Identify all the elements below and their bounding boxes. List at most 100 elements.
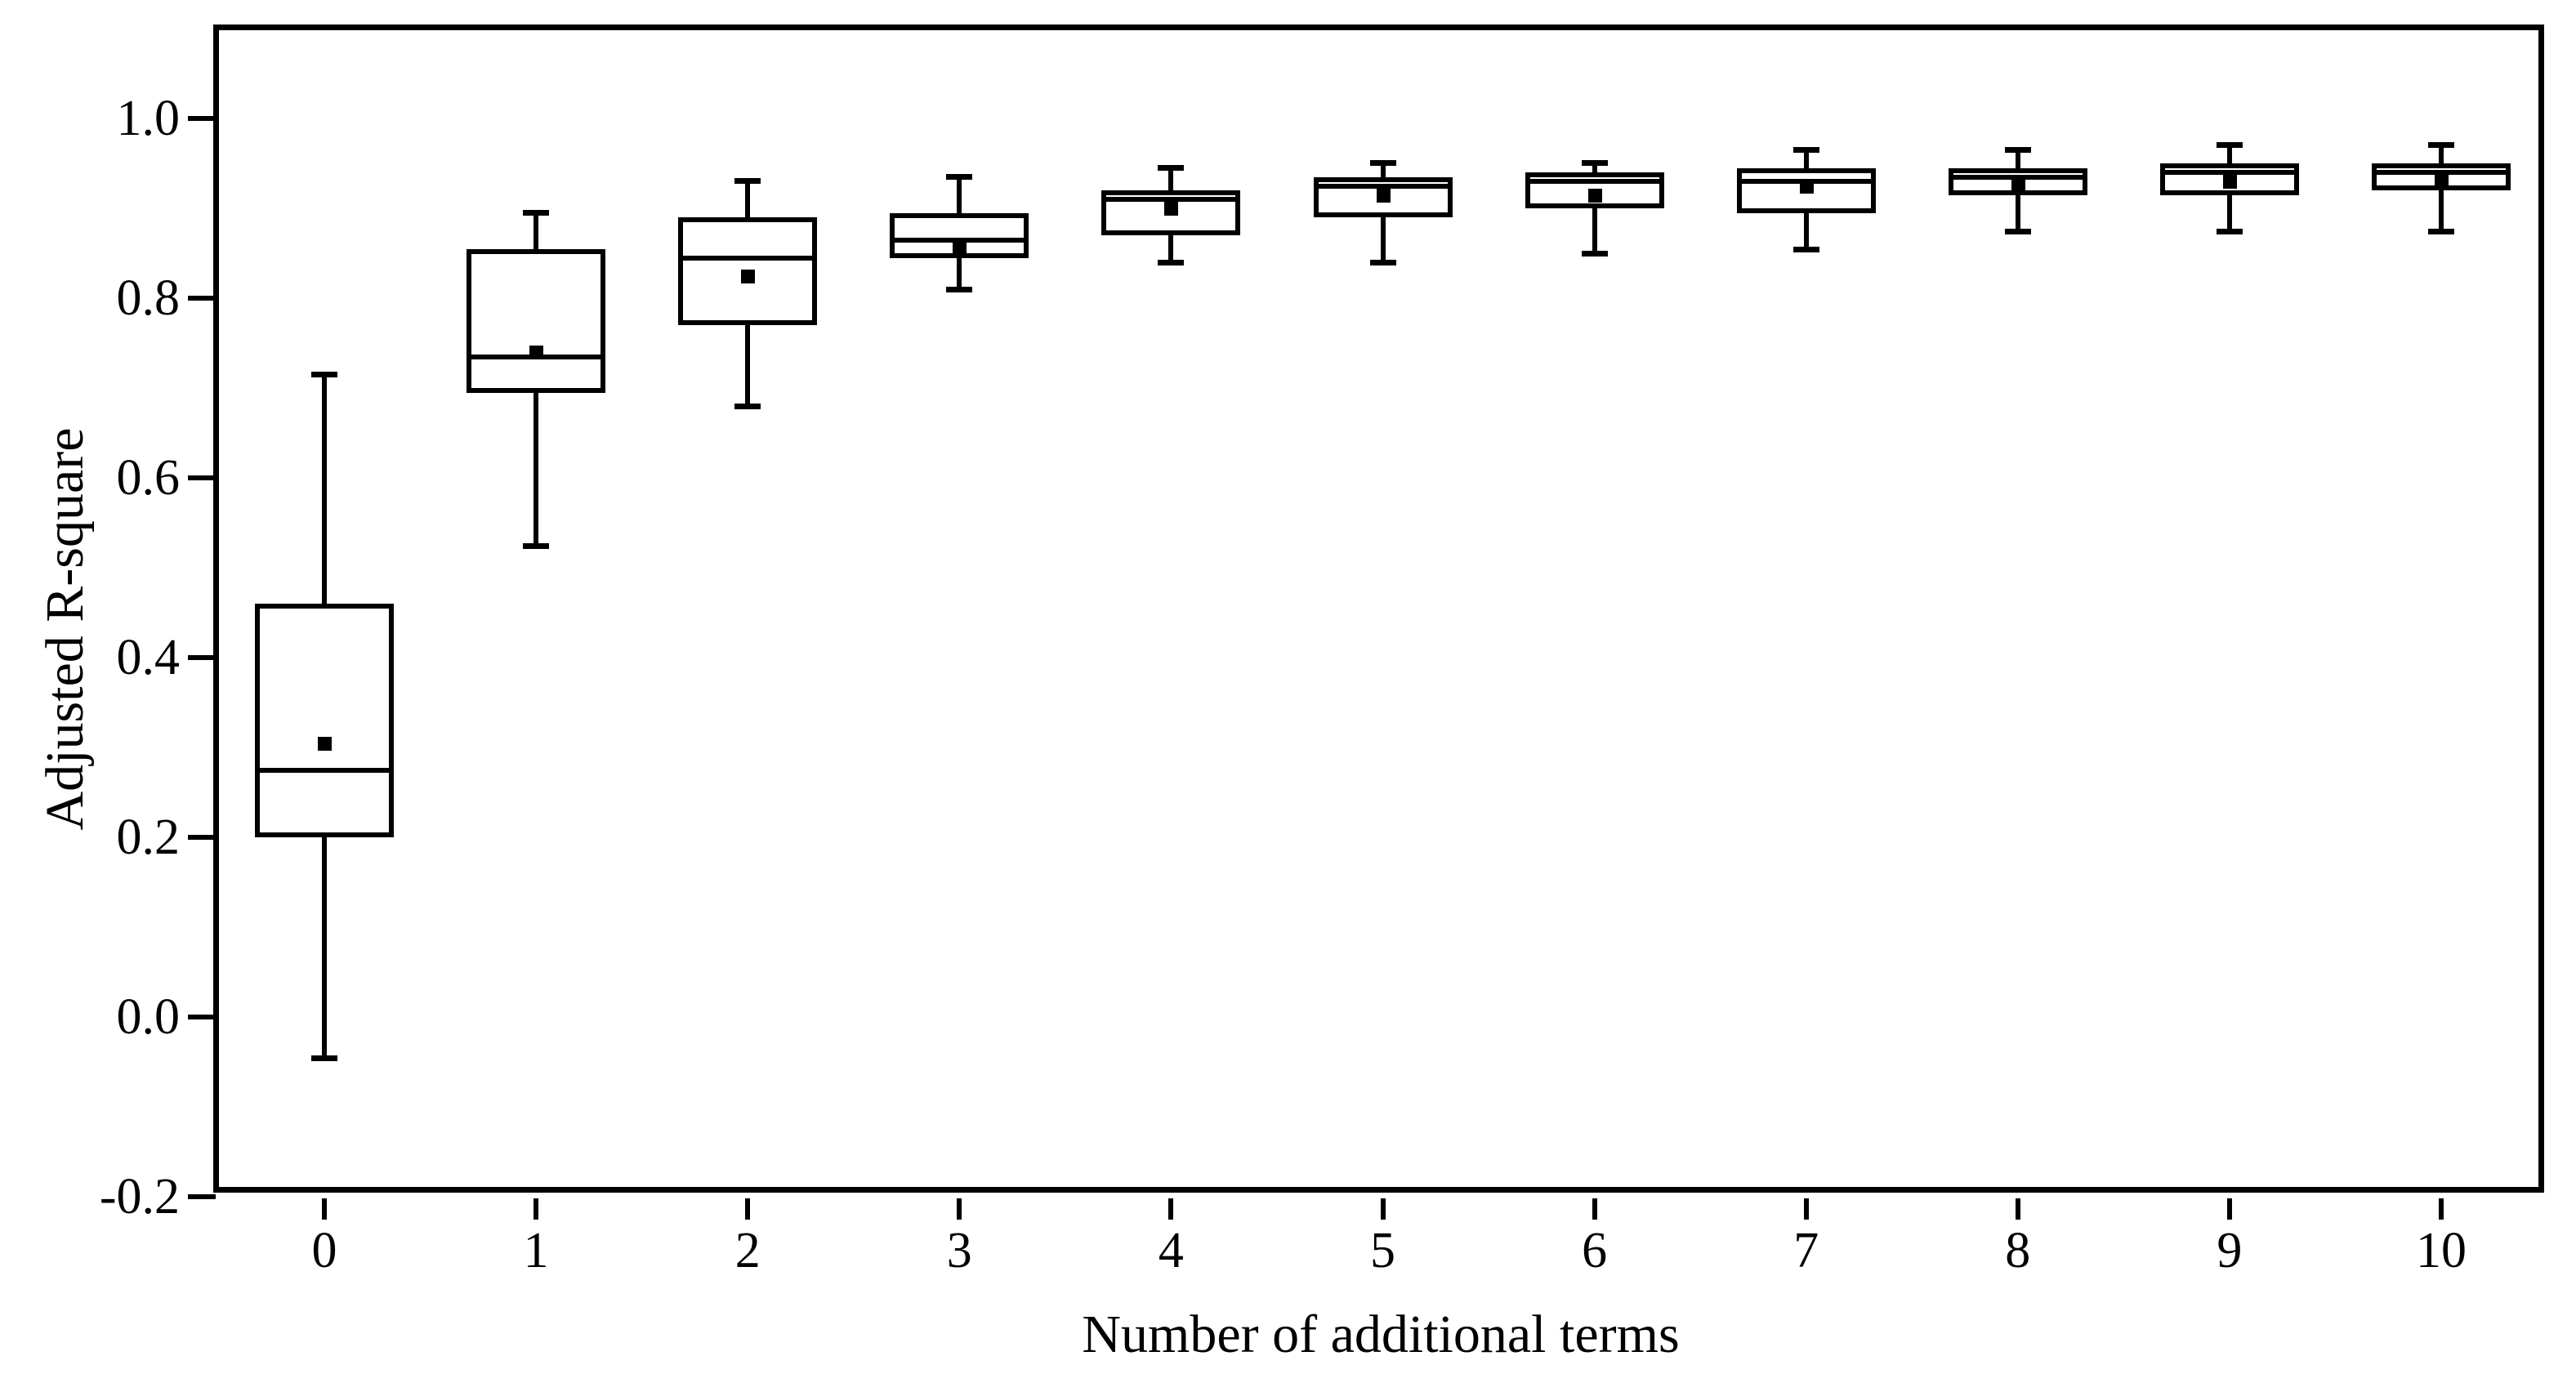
x-axis-tick-label: 7 — [1793, 1223, 1819, 1278]
x-axis-tick — [1380, 1198, 1386, 1220]
x-axis-tick-label: 9 — [2217, 1223, 2243, 1278]
x-axis-title: Number of additional terms — [1082, 1305, 1680, 1364]
upper-whisker-0 — [322, 374, 327, 604]
upper-whisker-cap-4 — [1158, 164, 1185, 171]
lower-whisker-8 — [2015, 194, 2020, 231]
median-line-4 — [1101, 197, 1241, 202]
lower-whisker-cap-10 — [2428, 228, 2454, 234]
upper-whisker-10 — [2439, 145, 2444, 163]
x-axis-tick-label: 1 — [523, 1223, 549, 1278]
y-axis-tick-label: 0.0 — [116, 989, 181, 1045]
x-axis-tick-label: 5 — [1370, 1223, 1395, 1278]
y-axis-tick-label: 0.4 — [116, 630, 181, 685]
x-axis-tick-label: 2 — [734, 1223, 761, 1278]
mean-marker-4 — [1164, 202, 1179, 216]
mean-marker-5 — [1376, 188, 1391, 203]
lower-whisker-1 — [534, 392, 539, 546]
x-axis-tick — [2015, 1198, 2020, 1220]
median-line-10 — [2372, 170, 2511, 175]
iqr-box-7 — [1736, 167, 1876, 213]
upper-whisker-cap-8 — [2004, 146, 2031, 153]
y-axis-tick-label: 0.6 — [116, 450, 181, 506]
lower-whisker-cap-1 — [523, 542, 550, 549]
y-axis-tick-label: 1.0 — [116, 91, 181, 146]
upper-whisker-cap-5 — [1369, 160, 1396, 166]
y-axis-tick — [188, 296, 216, 301]
y-axis-tick — [188, 1015, 216, 1019]
upper-whisker-cap-1 — [523, 209, 550, 216]
mean-marker-6 — [1587, 188, 1602, 203]
y-axis-tick — [188, 655, 216, 660]
x-axis-tick — [745, 1198, 751, 1220]
lower-whisker-3 — [957, 257, 962, 289]
lower-whisker-cap-8 — [2004, 228, 2031, 234]
upper-whisker-cap-3 — [946, 173, 973, 180]
y-axis-tick-label: 0.8 — [116, 270, 181, 326]
x-axis-tick-label: 6 — [1582, 1223, 1608, 1278]
lower-whisker-9 — [2226, 194, 2232, 231]
mean-marker-3 — [953, 242, 967, 257]
x-axis-tick-label: 3 — [946, 1223, 972, 1278]
upper-whisker-cap-7 — [1792, 146, 1819, 153]
lower-whisker-0 — [322, 837, 327, 1058]
y-axis-tick — [188, 1194, 216, 1199]
x-axis-tick — [2226, 1198, 2232, 1220]
mean-marker-2 — [741, 269, 756, 283]
y-axis-tick — [188, 116, 216, 121]
x-axis-tick-label: 8 — [2005, 1223, 2031, 1278]
x-axis-tick — [957, 1198, 962, 1220]
x-axis-tick — [322, 1198, 327, 1220]
upper-whisker-6 — [1592, 163, 1597, 172]
upper-whisker-cap-9 — [2216, 142, 2243, 148]
x-axis-tick-label: 0 — [311, 1223, 337, 1278]
y-axis-tick-label: 0.2 — [116, 810, 181, 865]
y-axis-tick — [188, 475, 216, 480]
upper-whisker-cap-6 — [1581, 160, 1608, 166]
lower-whisker-cap-5 — [1369, 260, 1396, 265]
upper-whisker-3 — [957, 176, 962, 213]
lower-whisker-cap-6 — [1581, 251, 1608, 257]
mean-marker-7 — [1799, 179, 1814, 194]
x-axis-tick — [1592, 1198, 1597, 1220]
mean-marker-10 — [2435, 175, 2449, 189]
x-axis-tick-label: 4 — [1158, 1223, 1184, 1278]
iqr-box-0 — [255, 604, 394, 837]
y-axis-title: Adjusted R-square — [35, 427, 95, 831]
mean-marker-9 — [2222, 175, 2237, 189]
upper-whisker-cap-0 — [311, 371, 337, 377]
median-line-9 — [2159, 170, 2299, 175]
lower-whisker-cap-4 — [1158, 260, 1185, 265]
upper-whisker-4 — [1168, 167, 1174, 190]
median-line-3 — [890, 237, 1029, 243]
upper-whisker-1 — [534, 212, 539, 249]
x-axis-tick-label: 10 — [2416, 1223, 2467, 1278]
x-axis-tick — [1168, 1198, 1174, 1220]
median-line-6 — [1525, 179, 1664, 184]
plot-area-frame — [213, 25, 2544, 1193]
iqr-box-1 — [467, 248, 606, 393]
x-axis-tick — [534, 1198, 539, 1220]
lower-whisker-cap-3 — [946, 287, 973, 292]
upper-whisker-2 — [745, 181, 751, 217]
upper-whisker-5 — [1380, 163, 1386, 177]
mean-marker-1 — [529, 346, 544, 359]
lower-whisker-cap-7 — [1792, 246, 1819, 252]
lower-whisker-10 — [2439, 190, 2444, 231]
median-line-0 — [255, 767, 394, 773]
upper-whisker-9 — [2226, 145, 2232, 163]
lower-whisker-6 — [1592, 208, 1597, 253]
upper-whisker-cap-10 — [2428, 142, 2454, 148]
mean-marker-8 — [2011, 179, 2025, 194]
lower-whisker-cap-2 — [734, 404, 761, 409]
y-axis-tick-label: -0.2 — [99, 1169, 180, 1225]
lower-whisker-7 — [1803, 212, 1809, 249]
x-axis-tick — [1803, 1198, 1809, 1220]
lower-whisker-2 — [745, 325, 751, 406]
upper-whisker-7 — [1803, 149, 1809, 168]
mean-marker-0 — [318, 736, 332, 751]
lower-whisker-cap-0 — [311, 1055, 337, 1061]
median-line-8 — [1948, 174, 2087, 180]
upper-whisker-8 — [2015, 149, 2020, 168]
upper-whisker-cap-2 — [734, 178, 761, 184]
